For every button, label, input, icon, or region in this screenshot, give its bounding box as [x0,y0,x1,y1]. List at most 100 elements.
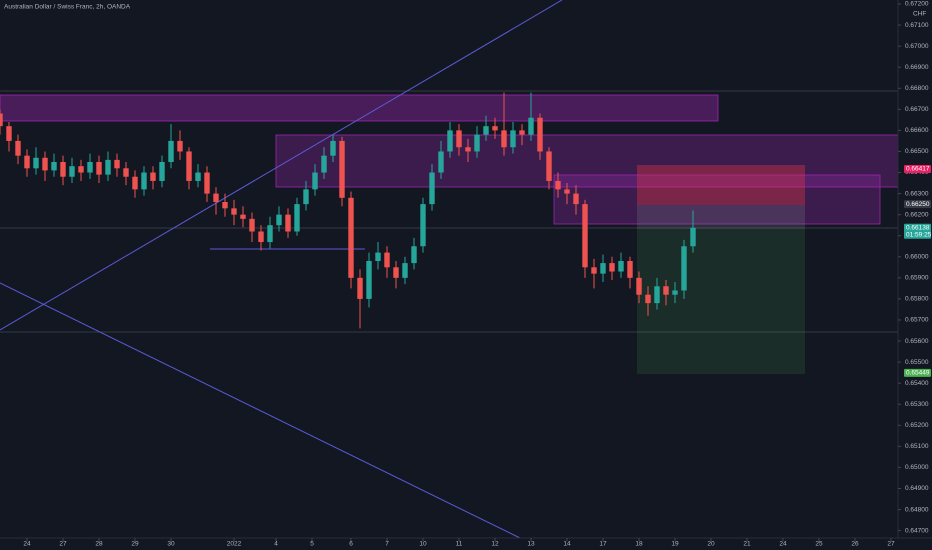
candle-body [177,140,183,152]
y-tick-label: 0.64700 [905,527,929,534]
y-tick-label: 0.65000 [905,464,929,471]
candle-body [87,161,93,173]
x-tick-label: 24 [23,541,31,548]
target-zone [637,229,805,374]
price-label-box [904,200,931,209]
candle-body [195,172,201,181]
y-tick-label: 0.65900 [905,275,929,282]
x-tick-label: 20 [707,541,715,548]
candle-body [402,263,408,278]
candle-body [276,214,282,226]
x-tick-label: 21 [743,541,751,548]
candle-body [681,246,687,291]
x-tick-label: 27 [59,541,67,548]
candle-body [375,252,381,261]
candle-body [339,140,345,198]
y-tick-label: 0.65700 [905,317,929,324]
candle-body [69,166,75,177]
y-tick-label: 0.65500 [905,359,929,366]
candle-body [150,172,156,181]
candle-body [456,130,462,148]
candles [0,92,696,329]
x-tick-label: 5 [310,541,314,548]
y-tick-label: 0.66700 [905,106,929,113]
y-tick-label: 0.65600 [905,338,929,345]
zone [275,134,899,188]
y-tick-label: 0.65300 [905,401,929,408]
candle-body [636,277,642,295]
candle-body [105,159,111,175]
candle-body [249,218,255,232]
price-label: 0.66417 [906,166,930,173]
candle-body [501,130,507,148]
x-tick-label: 10 [419,541,427,548]
candle-body [519,130,525,135]
candle-body [204,172,210,194]
candle-body [429,172,435,205]
candle-body [222,202,228,209]
candle-body [303,189,309,205]
y-tick-label: 0.65800 [905,296,929,303]
candle-body [42,157,48,171]
candle-body [438,151,444,173]
candle-body [114,159,120,169]
x-tick-label: 4 [274,541,278,548]
candle-body [60,161,66,177]
candle-body [483,126,489,135]
y-tick-label: 0.67200 [905,1,929,8]
trend-line [0,282,521,539]
candle-body [213,193,219,203]
y-tick-label: 0.66200 [905,211,929,218]
candle-body [672,290,678,295]
candle-body [591,267,597,274]
x-tick-label: 14 [563,541,571,548]
candle-body [690,227,696,247]
y-tick-label: 0.64800 [905,506,929,513]
currency: CHF [913,11,926,18]
zone [553,174,881,225]
y-tick-label: 0.67000 [905,43,929,50]
candle-body [51,161,57,171]
candle-body [168,140,174,162]
candle-body [366,260,372,299]
candle-body [384,252,390,268]
y-tick-label: 0.66600 [905,127,929,134]
y-tick-label: 0.65100 [905,443,929,450]
x-tick-label: 13 [527,541,535,548]
candle-body [564,189,570,194]
trend-line [0,0,563,331]
candle-body [510,130,516,148]
y-tick-label: 0.64900 [905,485,929,492]
candle-body [573,193,579,205]
price-label-box [904,368,931,377]
x-tick-label: 30 [167,541,175,548]
candle-body [627,260,633,278]
drawings [0,0,899,539]
candle-body [96,161,102,175]
candle-body [321,155,327,173]
candle-body [465,147,471,152]
candle-body [312,172,318,190]
y-tick-label: 0.66900 [905,64,929,71]
candle-body [294,204,300,232]
countdown: 01:59:25 [906,231,932,238]
candle-body [258,231,264,243]
candle-body [654,286,660,304]
x-tick-label: 25 [815,541,823,548]
entry-zone [637,205,805,229]
x-tick-label: 17 [599,541,607,548]
x-tick-label: 18 [635,541,643,548]
candle-body [159,161,165,181]
candle-body [492,126,498,131]
zone [0,94,719,122]
candle-body [33,157,39,169]
y-tick-label: 0.66800 [905,85,929,92]
candle-body [582,204,588,268]
candle-body [555,180,561,190]
candle-body [618,260,624,272]
price-label-box [904,223,931,239]
price-label-box [904,164,931,173]
price-label: 0.66250 [906,201,930,208]
stop-zone [637,165,805,205]
price-label: 0.65449 [906,370,930,377]
